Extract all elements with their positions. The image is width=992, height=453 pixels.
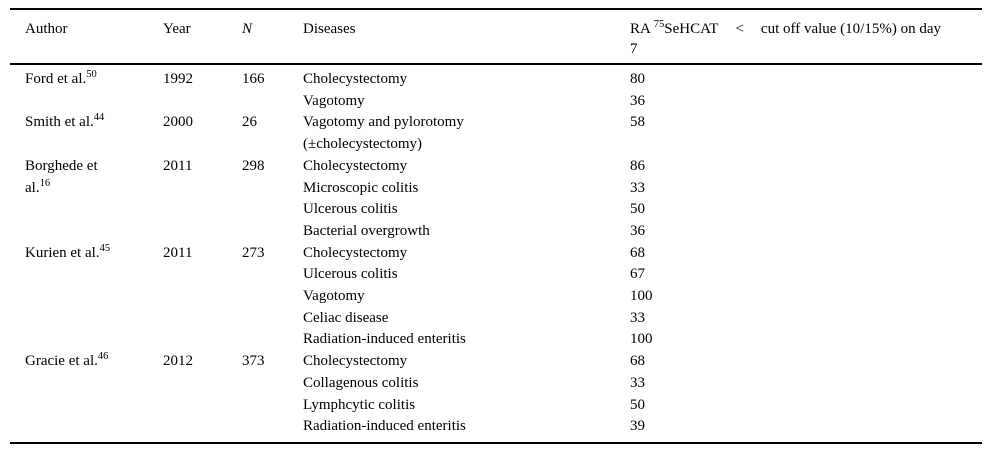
disease-cell: Collagenous colitis [303, 374, 419, 391]
ra-value-cell: 36 [630, 92, 645, 109]
disease-row: Vagotomy 36 [303, 91, 982, 113]
header-diseases: Diseases [303, 21, 356, 37]
disease-cell: Vagotomy and pylorotomy (±cholecystectom… [303, 114, 464, 153]
table-header: Author Year N Diseases RA 75SeHCAT < cut o… [10, 10, 982, 65]
header-author: Author [25, 21, 68, 37]
author-cell: Smith et al.44 [25, 112, 105, 131]
ra-value-cell: 67 [630, 266, 645, 283]
header-ra-line1: RA 75SeHCAT < cut off value (10/15%) on da… [630, 19, 941, 37]
table-row-group: Ford et al.50 1992 166 Cholecystectomy 8… [10, 69, 982, 112]
disease-row: Radiation-induced enteritis 100 [303, 329, 982, 351]
header-n: N [242, 21, 253, 37]
disease-cell: Ulcerous colitis [303, 266, 398, 283]
year-cell: 2011 [163, 157, 193, 174]
ra-value-cell: 68 [630, 244, 645, 261]
disease-cell: Cholecystectomy [303, 244, 408, 261]
year-cell: 2000 [163, 114, 193, 131]
author-cell: Gracie et al.46 [25, 351, 109, 370]
disease-cell: Celiac disease [303, 309, 389, 326]
reference-superscript: 44 [93, 112, 105, 124]
n-cell: 273 [242, 244, 265, 261]
ra-value-cell: 39 [630, 418, 645, 435]
disease-cell: Cholecystectomy [303, 71, 408, 87]
disease-cell: Bacterial overgrowth [303, 222, 430, 239]
disease-row: Cholecystectomy 86 [303, 156, 982, 178]
disease-cell: Microscopic colitis [303, 179, 419, 196]
year-cell: 1992 [163, 71, 193, 87]
reference-superscript: 16 [39, 177, 51, 189]
table-row-group: Gracie et al.46 2012 373 Cholecystectomy… [10, 351, 982, 438]
author-cell: Kurien et al.45 [25, 242, 111, 261]
disease-row: Vagotomy and pylorotomy (±cholecystectom… [303, 112, 982, 155]
table-row-group: Borghede et al.16 2011 298 Cholecystecto… [10, 156, 982, 243]
disease-row: Cholecystectomy 68 [303, 243, 982, 265]
n-cell: 166 [242, 71, 265, 87]
header-year: Year [163, 21, 191, 37]
disease-row: Ulcerous colitis 50 [303, 199, 982, 221]
disease-row: Lymphcytic colitis 50 [303, 395, 982, 417]
table-row-group: Smith et al.44 2000 26 Vagotomy and pylo… [10, 112, 982, 155]
disease-row: Collagenous colitis 33 [303, 373, 982, 395]
ra-value-cell: 33 [630, 309, 645, 326]
author-cell: Ford et al.50 [25, 69, 97, 87]
ra-value-cell: 100 [630, 288, 653, 305]
year-cell: 2012 [163, 353, 193, 370]
disease-row: Microscopic colitis 33 [303, 178, 982, 200]
disease-row: Ulcerous colitis 67 [303, 264, 982, 286]
ra-value-cell: 80 [630, 71, 645, 87]
n-cell: 26 [242, 114, 257, 131]
ra-value-cell: 33 [630, 179, 645, 196]
disease-cell: Cholecystectomy [303, 157, 408, 174]
reference-superscript: 50 [86, 69, 97, 80]
disease-row: Vagotomy 100 [303, 286, 982, 308]
ra-value-cell: 100 [630, 331, 653, 348]
table-row-group: Kurien et al.45 2011 273 Cholecystectomy… [10, 243, 982, 352]
disease-row: Bacterial overgrowth 36 [303, 221, 982, 243]
author-cell: Borghede et al.16 [25, 157, 98, 196]
disease-cell: Radiation-induced enteritis [303, 331, 466, 348]
disease-row: Radiation-induced enteritis 39 [303, 416, 982, 438]
disease-cell: Radiation-induced enteritis [303, 418, 466, 435]
disease-cell: Vagotomy [303, 288, 365, 305]
isotope-superscript: 75 [653, 19, 665, 30]
n-cell: 373 [242, 353, 265, 370]
disease-cell: Ulcerous colitis [303, 201, 398, 218]
disease-cell: Cholecystectomy [303, 353, 408, 370]
reference-superscript: 46 [97, 351, 109, 363]
less-than-sign: < [735, 21, 744, 37]
header-ra-line2: 7 [630, 41, 638, 57]
n-cell: 298 [242, 157, 265, 174]
year-cell: 2011 [163, 244, 193, 261]
disease-row: Celiac disease 33 [303, 308, 982, 330]
table-body: Ford et al.50 1992 166 Cholecystectomy 8… [10, 65, 982, 442]
ra-value-cell: 50 [630, 201, 645, 218]
ra-value-cell: 86 [630, 157, 645, 174]
disease-row: Cholecystectomy 80 [303, 69, 982, 91]
ra-value-cell: 50 [630, 396, 645, 413]
study-table: Author Year N Diseases RA 75SeHCAT < cut o… [10, 8, 982, 444]
disease-cell: Vagotomy [303, 92, 365, 109]
ra-value-cell: 36 [630, 222, 645, 239]
disease-row: Cholecystectomy 68 [303, 351, 982, 373]
reference-superscript: 45 [99, 242, 111, 254]
ra-value-cell: 33 [630, 374, 645, 391]
disease-cell: Lymphcytic colitis [303, 396, 416, 413]
ra-value-cell: 68 [630, 353, 645, 370]
ra-value-cell: 58 [630, 114, 645, 131]
header-ra-sehcat: RA 75SeHCAT < cut off value (10/15%) on da… [630, 19, 982, 59]
